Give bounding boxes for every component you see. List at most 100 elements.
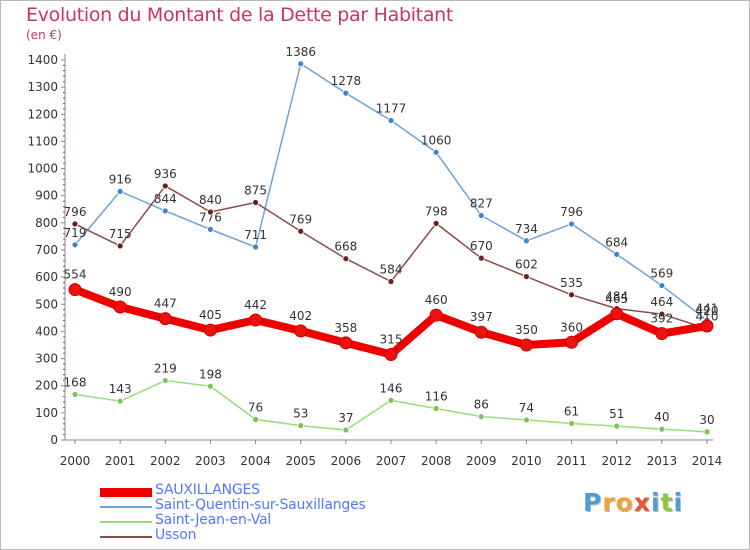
data-point-sauxillanges bbox=[565, 335, 579, 349]
data-label-saint-quentin-sur-sauxillanges: 1177 bbox=[376, 102, 407, 116]
data-point-sauxillanges bbox=[68, 283, 82, 297]
data-label-usson: 602 bbox=[515, 258, 538, 272]
x-tick-label: 2007 bbox=[376, 454, 407, 468]
data-point-saint-jean-en-val bbox=[116, 397, 124, 405]
legend-label: Saint-Jean-en-Val bbox=[155, 512, 272, 528]
data-label-sauxillanges: 392 bbox=[650, 312, 673, 326]
data-point-sauxillanges bbox=[113, 300, 127, 314]
y-tick-label: 400 bbox=[35, 324, 58, 338]
data-point-saint-quentin-sur-sauxillanges bbox=[387, 117, 395, 124]
data-point-usson bbox=[658, 310, 666, 318]
data-label-usson: 535 bbox=[560, 276, 583, 290]
data-point-usson bbox=[477, 254, 485, 262]
data-point-saint-jean-en-val bbox=[613, 422, 621, 430]
x-tick-label: 2005 bbox=[285, 454, 316, 468]
data-label-saint-quentin-sur-sauxillanges: 827 bbox=[470, 197, 493, 211]
x-tick-label: 2006 bbox=[331, 454, 362, 468]
data-point-saint-jean-en-val bbox=[252, 415, 259, 423]
data-point-saint-quentin-sur-sauxillanges bbox=[116, 187, 124, 195]
data-point-usson bbox=[161, 182, 169, 190]
data-point-usson bbox=[207, 208, 214, 216]
data-label-saint-jean-en-val: 219 bbox=[154, 362, 177, 376]
logo-letter: P bbox=[583, 488, 603, 517]
y-tick-label: 1100 bbox=[27, 134, 58, 148]
data-label-usson: 798 bbox=[425, 204, 448, 218]
legend-swatch bbox=[100, 521, 152, 523]
data-label-sauxillanges: 358 bbox=[334, 321, 357, 335]
data-point-saint-jean-en-val bbox=[432, 405, 440, 412]
data-point-usson bbox=[432, 219, 440, 227]
data-point-sauxillanges bbox=[700, 319, 714, 333]
data-label-saint-quentin-sur-sauxillanges: 796 bbox=[560, 205, 583, 219]
y-tick-label: 1000 bbox=[27, 162, 58, 176]
data-label-saint-quentin-sur-sauxillanges: 916 bbox=[109, 172, 132, 186]
data-point-usson bbox=[297, 227, 305, 235]
data-label-sauxillanges: 447 bbox=[154, 297, 177, 311]
x-tick-label: 2012 bbox=[601, 454, 632, 468]
data-point-usson bbox=[116, 242, 124, 250]
data-label-saint-jean-en-val: 116 bbox=[425, 390, 448, 404]
data-point-saint-quentin-sur-sauxillanges bbox=[613, 250, 621, 258]
data-point-usson bbox=[568, 291, 575, 299]
data-point-sauxillanges bbox=[474, 325, 488, 339]
data-point-usson bbox=[342, 255, 350, 263]
logo-letter: x bbox=[633, 488, 651, 517]
data-point-saint-quentin-sur-sauxillanges bbox=[207, 225, 214, 233]
data-point-saint-jean-en-val bbox=[207, 382, 214, 390]
logo-letter: t bbox=[660, 488, 674, 517]
legend-swatch bbox=[100, 488, 152, 497]
legend-label: Saint-Quentin-sur-Sauxillanges bbox=[155, 497, 366, 513]
data-point-saint-jean-en-val bbox=[71, 390, 79, 398]
y-tick-label: 1400 bbox=[27, 53, 58, 67]
legend-swatch bbox=[100, 506, 152, 508]
data-label-usson: 936 bbox=[154, 167, 177, 181]
data-label-saint-quentin-sur-sauxillanges: 684 bbox=[605, 235, 628, 249]
data-label-sauxillanges: 420 bbox=[696, 304, 719, 318]
data-point-saint-quentin-sur-sauxillanges bbox=[342, 89, 350, 97]
data-point-sauxillanges bbox=[294, 324, 308, 338]
data-point-saint-jean-en-val bbox=[342, 426, 350, 434]
data-point-saint-quentin-sur-sauxillanges bbox=[432, 148, 440, 156]
data-point-sauxillanges bbox=[384, 348, 398, 361]
x-tick-label: 2013 bbox=[647, 454, 678, 468]
legend-label: SAUXILLANGES bbox=[155, 482, 260, 498]
data-label-saint-jean-en-val: 146 bbox=[380, 381, 403, 395]
data-point-sauxillanges bbox=[610, 307, 624, 321]
data-label-saint-quentin-sur-sauxillanges: 734 bbox=[515, 222, 538, 236]
data-label-saint-jean-en-val: 74 bbox=[519, 401, 534, 415]
data-label-usson: 769 bbox=[289, 212, 312, 226]
data-label-saint-jean-en-val: 51 bbox=[609, 407, 624, 421]
y-tick-label: 600 bbox=[35, 270, 58, 284]
data-label-usson: 796 bbox=[64, 205, 87, 219]
data-label-saint-jean-en-val: 30 bbox=[699, 413, 714, 427]
data-point-saint-jean-en-val bbox=[477, 413, 485, 421]
data-label-sauxillanges: 442 bbox=[244, 298, 267, 312]
data-label-usson: 584 bbox=[380, 262, 403, 276]
data-label-saint-jean-en-val: 37 bbox=[338, 411, 353, 425]
data-label-sauxillanges: 315 bbox=[380, 333, 403, 347]
data-label-usson: 668 bbox=[334, 240, 357, 254]
x-tick-label: 2009 bbox=[466, 454, 497, 468]
y-tick-label: 0 bbox=[50, 433, 58, 447]
data-label-usson: 875 bbox=[244, 184, 267, 198]
logo-letter: i bbox=[651, 488, 661, 517]
y-tick-label: 1300 bbox=[27, 80, 58, 94]
data-point-sauxillanges bbox=[249, 313, 263, 327]
y-tick-label: 700 bbox=[35, 243, 58, 257]
data-point-sauxillanges bbox=[203, 323, 217, 337]
logo-letter: o bbox=[615, 488, 634, 517]
data-point-saint-quentin-sur-sauxillanges bbox=[161, 207, 169, 215]
data-label-sauxillanges: 360 bbox=[560, 320, 583, 334]
data-point-saint-jean-en-val bbox=[658, 425, 666, 433]
data-point-usson bbox=[71, 220, 79, 228]
data-label-usson: 840 bbox=[199, 193, 222, 207]
data-point-saint-jean-en-val bbox=[161, 377, 169, 384]
x-tick-label: 2003 bbox=[195, 454, 226, 468]
data-label-sauxillanges: 405 bbox=[199, 308, 222, 322]
data-point-sauxillanges bbox=[339, 336, 353, 350]
data-label-saint-quentin-sur-sauxillanges: 1278 bbox=[331, 74, 362, 88]
data-label-saint-jean-en-val: 76 bbox=[248, 400, 263, 414]
data-point-saint-jean-en-val bbox=[703, 428, 711, 436]
data-label-sauxillanges: 350 bbox=[515, 323, 538, 337]
